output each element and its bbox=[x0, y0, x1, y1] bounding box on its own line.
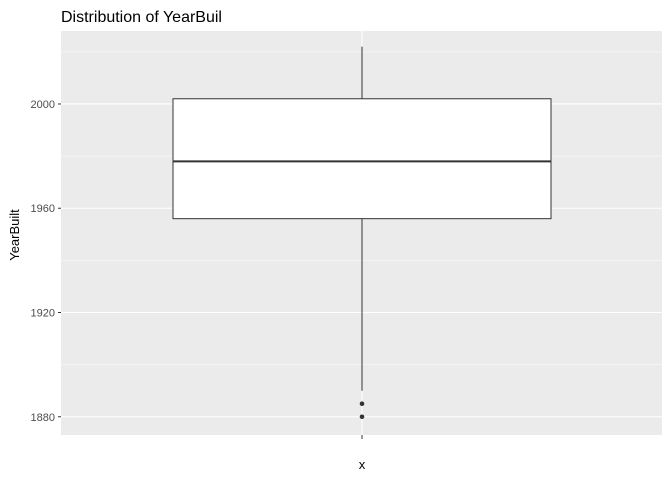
y-tick-label: 1920 bbox=[31, 307, 55, 319]
chart-title: Distribution of YearBuil bbox=[61, 9, 222, 26]
y-tick-label: 1960 bbox=[31, 203, 55, 215]
y-axis-ticks: 1880 1920 1960 2000 bbox=[31, 99, 61, 424]
outlier-point bbox=[359, 401, 365, 407]
iqr-box bbox=[172, 98, 552, 220]
outlier-points bbox=[359, 401, 365, 420]
y-tick-label: 2000 bbox=[31, 99, 55, 111]
y-tick-label: 1880 bbox=[31, 412, 55, 424]
y-axis-title: YearBuilt bbox=[7, 209, 22, 261]
outlier-point bbox=[359, 414, 365, 420]
x-axis-title: x bbox=[359, 457, 366, 472]
